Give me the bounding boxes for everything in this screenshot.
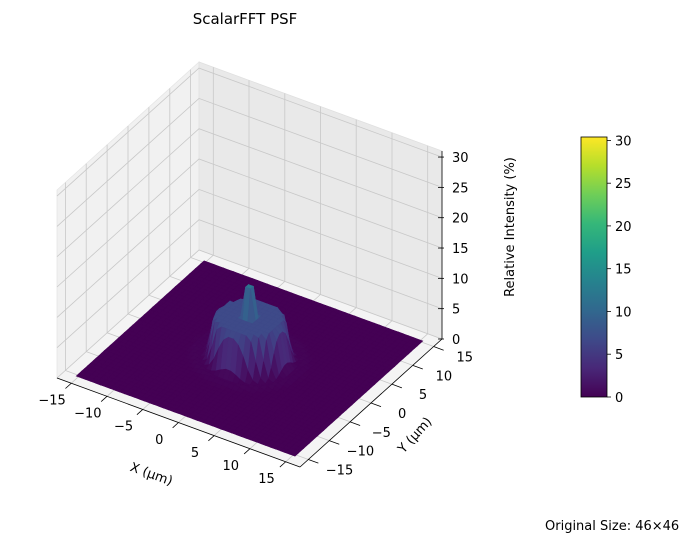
gridline-z xyxy=(56,188,443,318)
x-axis-ticks: −15 −10 −5 0 5 10 15 xyxy=(38,382,286,487)
x-tick-mark xyxy=(279,461,286,468)
colorbar-ticks: 0 5 10 15 20 25 30 xyxy=(607,134,632,406)
x-tick-label: 0 xyxy=(155,433,163,448)
y-axis-ticks: −15 −10 −5 05 10 15 xyxy=(308,346,474,478)
x-tick-mark xyxy=(100,396,108,402)
colorbar-tick-label: 10 xyxy=(615,306,632,321)
z-tick-label: 25 xyxy=(452,181,469,196)
x-axis-label: X (μm) xyxy=(128,460,175,489)
z-tick-label: 0 xyxy=(452,333,460,348)
colorbar-tick-label: 30 xyxy=(615,134,632,149)
x-tick-label: −5 xyxy=(114,420,133,435)
y-tick-mark xyxy=(391,383,403,389)
surface-cell xyxy=(289,451,299,457)
x-tick-mark xyxy=(136,409,144,415)
y-tick-label: 15 xyxy=(457,351,474,366)
z-tick-label: 10 xyxy=(452,272,469,287)
y-tick-label: 0 xyxy=(398,407,406,422)
gridline-z xyxy=(56,67,443,197)
z-tick-label: 30 xyxy=(452,151,469,166)
y-tick-mark xyxy=(349,421,361,426)
z-axis-label: Relative Intensity (%) xyxy=(503,157,518,297)
surface-plot xyxy=(75,260,424,457)
z-axis-ticks: 0 5 10 15 20 25 30 xyxy=(438,151,469,348)
colorbar-tick-label: 0 xyxy=(615,391,623,406)
y-tick-mark xyxy=(412,364,423,370)
y-tick-mark xyxy=(329,440,340,445)
x-tick-label: −15 xyxy=(38,394,65,409)
y-tick-mark xyxy=(308,459,319,464)
gridline-z xyxy=(56,158,443,288)
x-tick-mark xyxy=(243,448,251,455)
colorbar-gradient xyxy=(580,136,608,398)
gridline-z xyxy=(56,97,443,227)
z-tick-label: 20 xyxy=(452,212,469,227)
x-tick-label: −10 xyxy=(74,407,101,422)
y-tick-label: −15 xyxy=(326,463,353,478)
chart-title: ScalarFFT PSF xyxy=(193,10,298,28)
colorbar-tick-label: 25 xyxy=(615,177,632,192)
gridline-z xyxy=(56,219,443,348)
y-tick-mark xyxy=(433,346,444,351)
original-size-note: Original Size: 46×46 xyxy=(545,519,680,534)
y-tick-label: 5 xyxy=(419,388,427,403)
y-tick-label: −5 xyxy=(372,426,391,441)
x-tick-mark xyxy=(172,422,179,429)
z-tick-label: 5 xyxy=(452,303,460,318)
y-tick-label: 10 xyxy=(436,369,453,384)
x-tick-label: 15 xyxy=(258,472,275,487)
colorbar-tick-label: 15 xyxy=(615,263,632,278)
y-tick-mark xyxy=(370,402,382,408)
colorbar-tick-label: 20 xyxy=(615,220,632,235)
x-tick-mark xyxy=(208,435,215,442)
gridline-z xyxy=(56,249,443,379)
colorbar: 0 5 10 15 20 25 30 xyxy=(580,134,632,406)
x-tick-label: 5 xyxy=(191,446,199,461)
gridline-z xyxy=(56,128,443,257)
x-tick-mark xyxy=(65,382,72,389)
y-tick-label: −10 xyxy=(347,445,374,460)
z-tick-label: 15 xyxy=(452,242,469,257)
x-tick-label: 10 xyxy=(223,459,240,474)
colorbar-tick-label: 5 xyxy=(615,348,623,363)
